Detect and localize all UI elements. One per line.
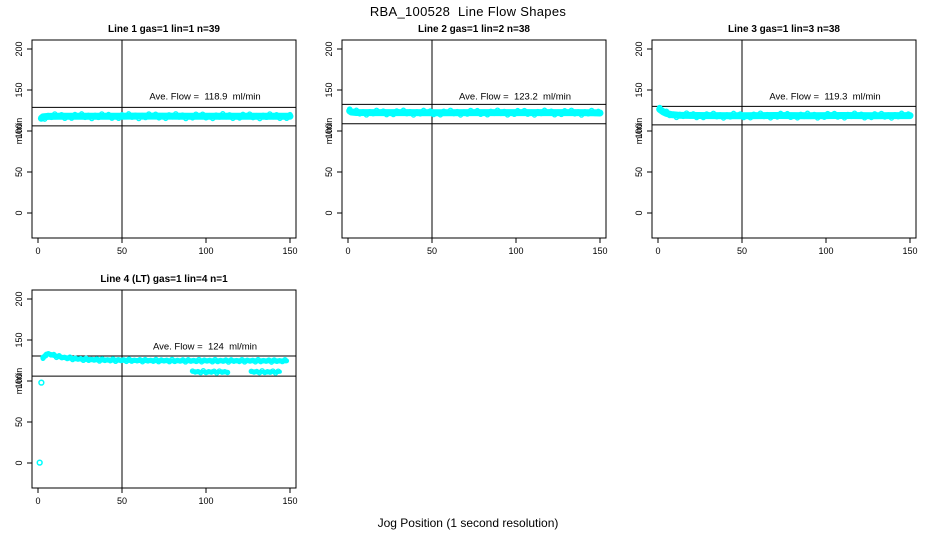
svg-text:50: 50: [14, 417, 24, 427]
svg-text:0: 0: [14, 460, 24, 465]
ave-flow-annotation: Ave. Flow = 123.2 ml/min: [458, 91, 572, 103]
subplot-title: Line 3 gas=1 lin=3 n=38: [727, 24, 840, 35]
y-axis-title: ml/min: [14, 367, 24, 395]
svg-text:50: 50: [14, 167, 24, 177]
svg-text:50: 50: [737, 246, 747, 256]
subplot-title: Line 2 gas=1 lin=2 n=38: [417, 24, 530, 35]
svg-text:100: 100: [14, 373, 24, 388]
svg-text:0: 0: [14, 210, 24, 215]
svg-text:150: 150: [282, 496, 297, 506]
svg-text:50: 50: [117, 496, 127, 506]
y-axis-title: ml/min: [14, 117, 24, 145]
svg-text:150: 150: [324, 82, 334, 97]
svg-text:50: 50: [634, 167, 644, 177]
svg-text:100: 100: [198, 246, 213, 256]
svg-text:100: 100: [198, 496, 213, 506]
svg-text:150: 150: [14, 332, 24, 347]
subplot-line-1: 0 50 100 150 0 50 100 150 200 Line 1 gas=1 lin=1…: [8, 22, 308, 270]
plot-canvas-line-2: 0 50 100 150 0 50 100 150 200: [324, 39, 608, 256]
svg-text:100: 100: [324, 123, 334, 138]
svg-text:0: 0: [324, 210, 334, 215]
svg-text:150: 150: [14, 82, 24, 97]
ave-flow-annotation: Ave. Flow = 118.9 ml/min: [149, 91, 261, 103]
svg-text:200: 200: [14, 41, 24, 56]
svg-text:0: 0: [35, 496, 40, 506]
svg-text:150: 150: [634, 82, 644, 97]
x-axis-label: Jog Position (1 second resolution): [377, 516, 559, 530]
subplot-line-3: 0 50 100 150 0 50 100 150 200 Line 3 gas=1 lin=3…: [628, 22, 928, 270]
subplot-line-2: 0 50 100 150 0 50 100 150 200 Line 2 gas=1 lin=2…: [318, 22, 618, 270]
svg-text:0: 0: [634, 210, 644, 215]
subplot-title: Line 1 gas=1 lin=1 n=39: [107, 24, 220, 35]
ave-flow-annotation: Ave. Flow = 124 ml/min: [152, 341, 258, 353]
svg-text:0: 0: [345, 246, 350, 256]
svg-text:100: 100: [634, 123, 644, 138]
plot-canvas-line-4: 0 50 100 150 0 50 100 150 200: [14, 289, 298, 506]
svg-text:50: 50: [117, 246, 127, 256]
svg-text:100: 100: [508, 246, 523, 256]
subplot-line-4: 0 50 100 150 0 50 100 150 200 Line 4 (LT) gas=1 …: [8, 272, 308, 520]
svg-text:150: 150: [282, 246, 297, 256]
y-axis-title: ml/min: [634, 117, 644, 145]
chart-title: RBA_100528 Line Flow Shapes: [369, 4, 567, 19]
svg-text:100: 100: [818, 246, 833, 256]
svg-text:200: 200: [634, 41, 644, 56]
svg-text:200: 200: [324, 41, 334, 56]
svg-text:200: 200: [14, 291, 24, 306]
ave-flow-annotation: Ave. Flow = 119.3 ml/min: [769, 91, 881, 103]
y-axis-title: ml/min: [324, 117, 334, 145]
svg-text:0: 0: [655, 246, 660, 256]
svg-text:0: 0: [35, 246, 40, 256]
plot-canvas-line-3: 0 50 100 150 0 50 100 150 200: [634, 39, 918, 256]
subplot-title: Line 4 (LT) gas=1 lin=4 n=1: [100, 274, 228, 285]
svg-text:50: 50: [427, 246, 437, 256]
svg-text:150: 150: [902, 246, 917, 256]
svg-text:150: 150: [592, 246, 607, 256]
plot-canvas-line-1: 0 50 100 150 0 50 100 150 200: [14, 39, 298, 256]
svg-text:50: 50: [324, 167, 334, 177]
svg-text:100: 100: [14, 123, 24, 138]
